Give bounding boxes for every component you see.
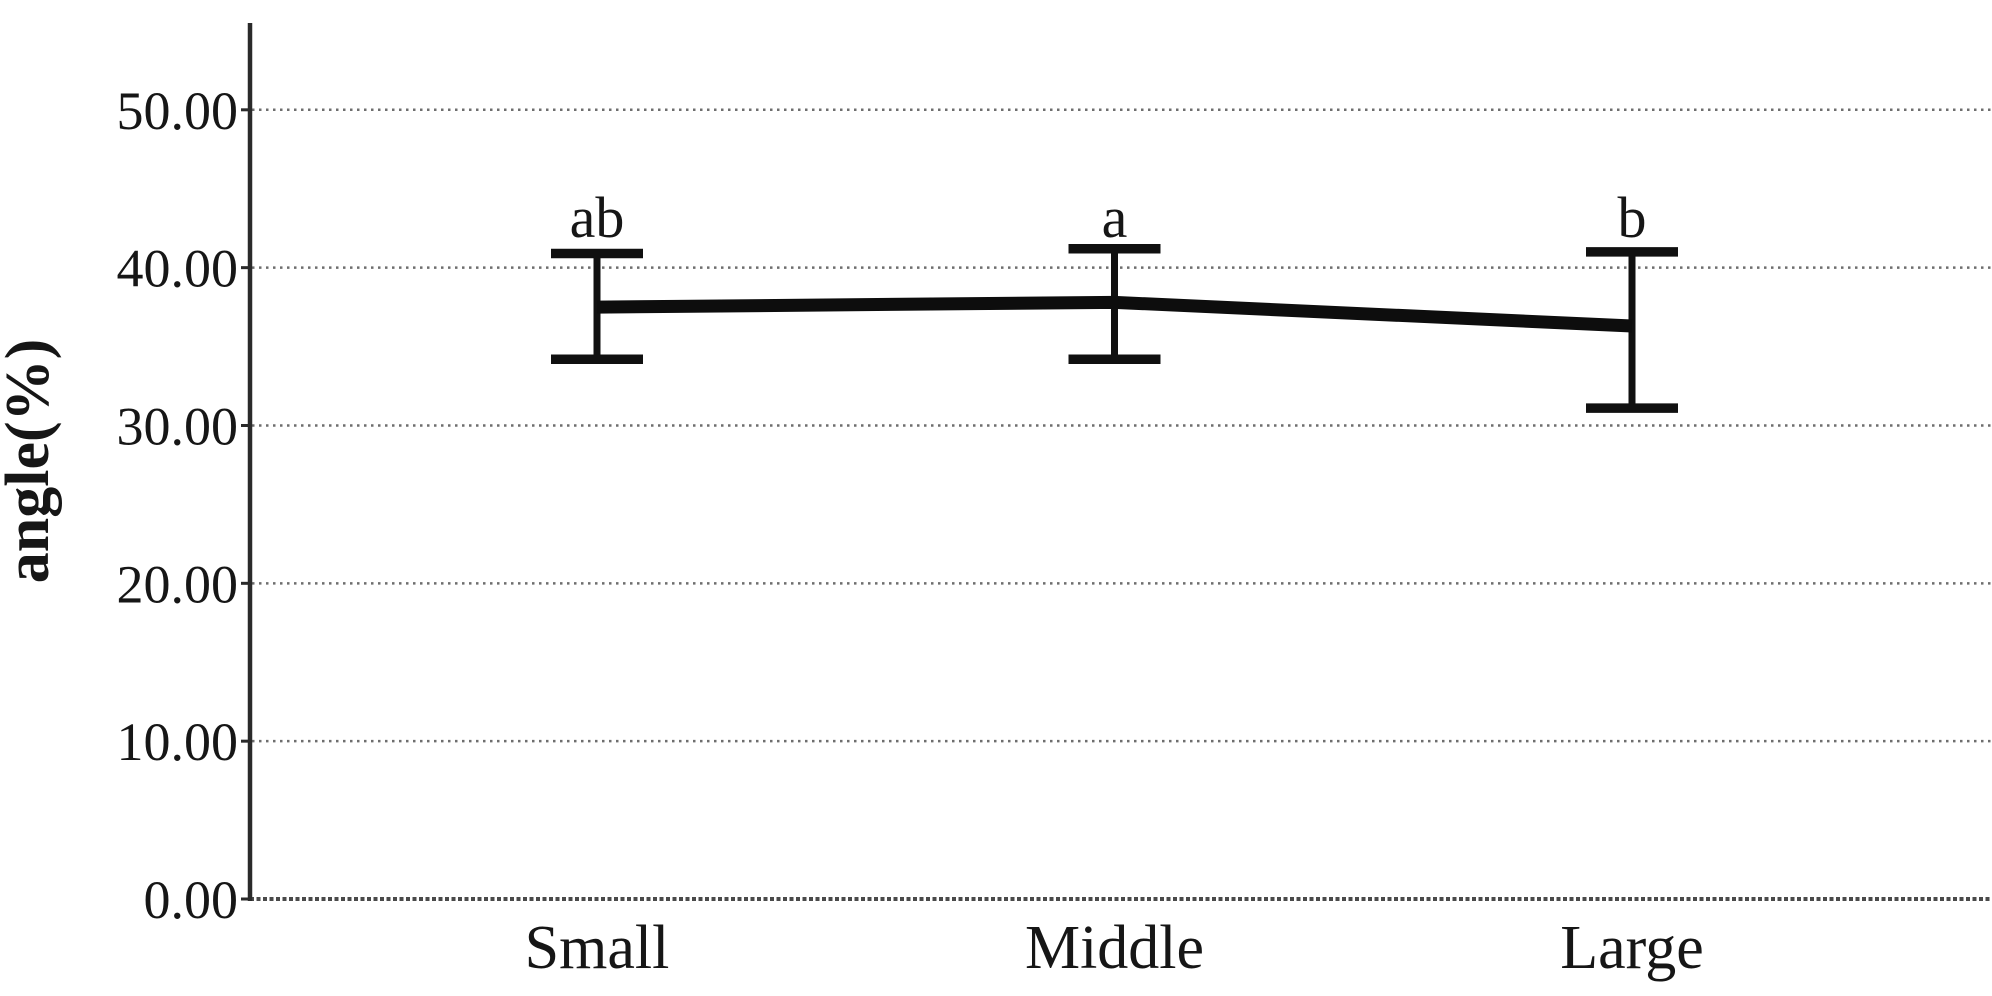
y-tick-label: 30.00 — [117, 396, 239, 456]
y-tick-label: 10.00 — [117, 712, 239, 772]
y-tick-label: 20.00 — [117, 554, 239, 614]
significance-letter: ab — [570, 185, 625, 250]
y-axis-title: angle(%) — [0, 339, 62, 584]
significance-letter: b — [1618, 185, 1647, 250]
y-tick-label: 40.00 — [117, 239, 239, 299]
x-axis-label: Small — [525, 914, 670, 982]
y-tick-label: 0.00 — [144, 870, 239, 930]
y-tick-label: 50.00 — [117, 81, 239, 141]
x-axis-label: Large — [1560, 914, 1703, 982]
data-line — [596, 295, 1633, 333]
x-axis-label: Middle — [1025, 914, 1204, 982]
significance-letter: a — [1102, 185, 1128, 250]
